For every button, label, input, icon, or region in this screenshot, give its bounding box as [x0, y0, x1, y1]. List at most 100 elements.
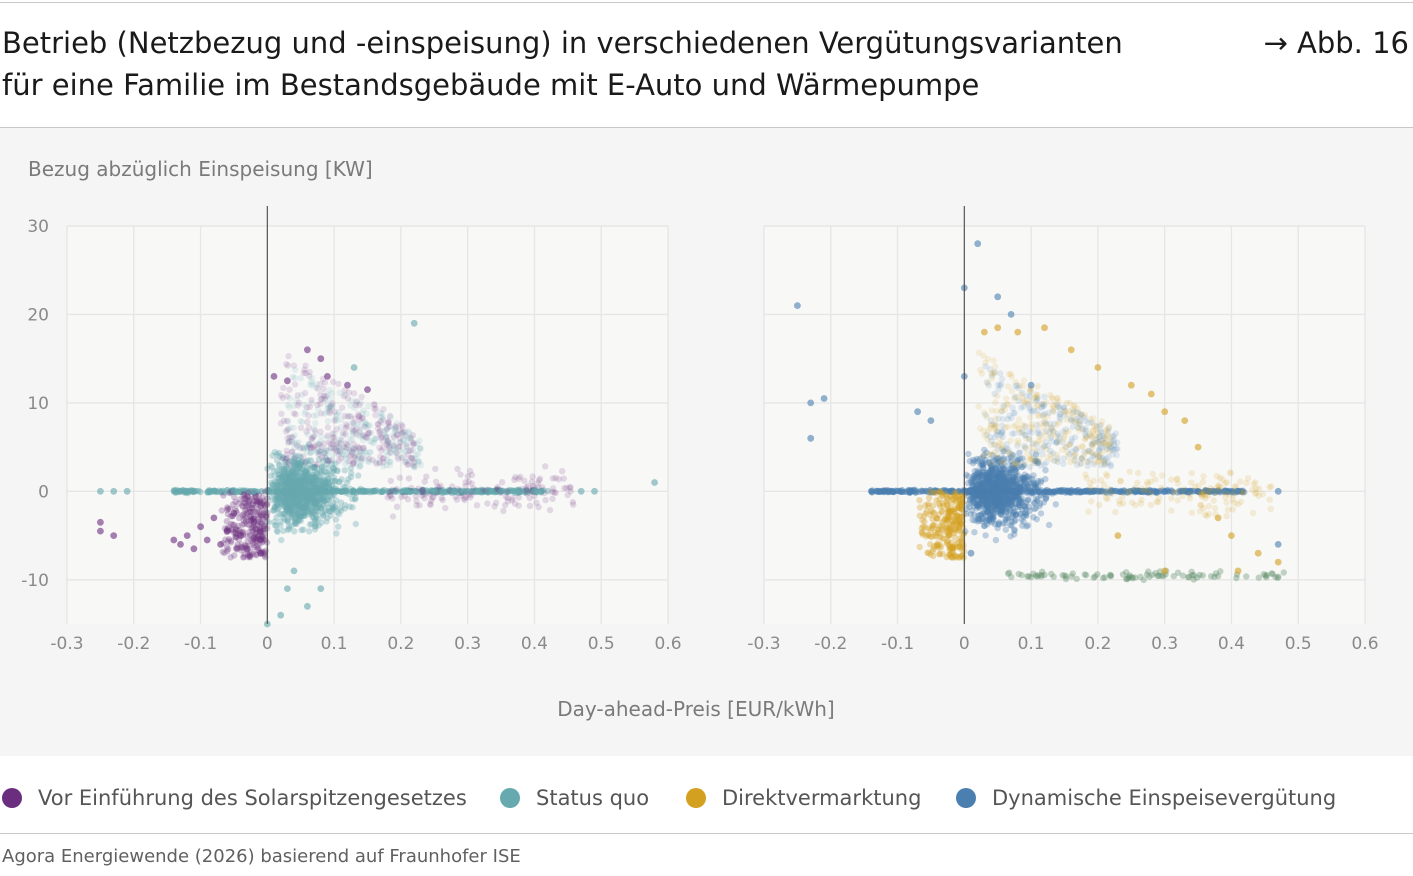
data-point	[357, 488, 364, 495]
data-point	[185, 488, 192, 495]
data-point	[549, 495, 556, 502]
data-point	[408, 488, 415, 495]
data-point	[319, 487, 327, 495]
data-point	[882, 488, 889, 495]
data-point	[807, 434, 815, 442]
data-point	[341, 412, 348, 420]
data-point	[240, 499, 248, 507]
data-point	[981, 328, 988, 336]
data-point	[319, 482, 326, 490]
data-point	[1025, 573, 1032, 580]
data-point	[230, 510, 238, 517]
data-point	[529, 482, 537, 490]
data-point	[197, 488, 204, 496]
data-point	[256, 527, 264, 534]
data-point	[278, 536, 285, 544]
data-point	[303, 487, 311, 494]
data-point	[1117, 487, 1125, 495]
data-point	[300, 462, 308, 469]
data-point	[315, 489, 322, 496]
data-point	[561, 485, 568, 492]
data-point	[1022, 444, 1029, 452]
data-point	[1147, 390, 1155, 398]
data-point	[1132, 488, 1139, 495]
data-point	[1259, 490, 1267, 498]
data-point	[1007, 533, 1014, 540]
data-point	[1078, 411, 1085, 419]
data-point	[975, 403, 982, 410]
data-point	[308, 510, 316, 518]
data-point	[1225, 488, 1232, 496]
data-point	[326, 492, 333, 499]
data-point	[292, 493, 300, 500]
data-point	[302, 472, 310, 480]
data-point	[279, 477, 286, 484]
data-point	[288, 488, 296, 495]
data-point	[317, 355, 325, 363]
data-point	[316, 496, 323, 503]
data-point	[283, 498, 290, 506]
data-point	[307, 487, 314, 494]
data-point	[1015, 440, 1022, 447]
data-point	[323, 452, 330, 459]
data-point	[439, 486, 447, 494]
data-point	[295, 477, 302, 484]
data-point	[285, 478, 293, 485]
data-point	[526, 494, 533, 502]
data-point	[274, 481, 282, 489]
data-point	[288, 489, 295, 496]
data-point	[1215, 488, 1222, 495]
data-point	[1107, 571, 1114, 578]
data-point	[245, 501, 253, 509]
data-point	[1199, 488, 1207, 496]
data-point	[438, 494, 445, 502]
data-point	[393, 488, 400, 495]
data-point	[299, 463, 306, 470]
data-point	[236, 514, 243, 522]
data-point	[393, 431, 401, 439]
data-point	[347, 488, 354, 495]
data-point	[245, 517, 252, 524]
data-point	[287, 509, 294, 516]
data-point	[492, 499, 500, 506]
data-point	[246, 553, 253, 560]
data-point	[197, 523, 205, 531]
data-point	[386, 445, 393, 452]
data-point	[234, 541, 241, 548]
data-point	[325, 508, 332, 515]
data-point	[286, 489, 293, 496]
data-point	[476, 487, 483, 494]
data-point	[1032, 391, 1039, 398]
data-point	[366, 458, 373, 465]
data-point	[1119, 493, 1126, 500]
data-point	[338, 476, 345, 483]
data-point	[1007, 487, 1014, 495]
data-point	[221, 489, 228, 496]
chart-title-line-2: für eine Familie im Bestandsgebäude mit …	[2, 68, 980, 102]
data-point	[282, 511, 290, 518]
data-point	[1058, 488, 1065, 495]
data-point	[567, 484, 574, 492]
data-point	[315, 487, 322, 495]
data-point	[276, 461, 283, 469]
data-point	[242, 515, 249, 522]
data-point	[353, 398, 360, 405]
data-point	[405, 475, 413, 482]
data-point	[325, 484, 332, 491]
data-point	[288, 478, 296, 486]
x-tick-label: 0.4	[1218, 634, 1245, 654]
data-point	[955, 494, 962, 501]
data-point	[546, 506, 554, 514]
data-point	[310, 493, 317, 500]
data-point	[271, 478, 278, 485]
data-point	[297, 498, 304, 505]
data-point	[914, 408, 921, 416]
data-point	[321, 440, 328, 447]
data-point	[284, 485, 292, 492]
data-point	[308, 495, 315, 502]
data-point	[1252, 479, 1259, 486]
data-point	[350, 429, 357, 437]
data-point	[1096, 501, 1103, 509]
data-point	[536, 475, 544, 482]
data-point	[314, 508, 321, 515]
